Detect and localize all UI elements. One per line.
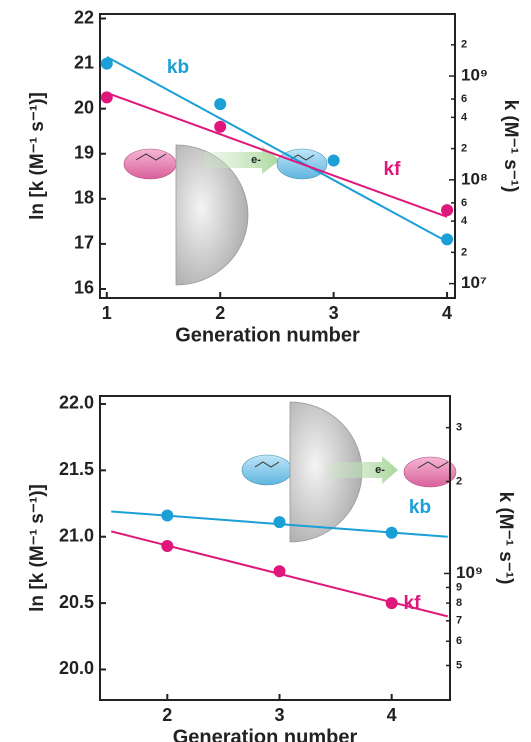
fit-line [106,91,448,218]
y2-tick-label: 10⁹ [456,563,483,582]
x-tick-label: 4 [442,303,452,323]
y-tick-label: 16 [74,278,94,298]
y2-tick-label: 8 [456,597,462,609]
y2-tick-label: 10⁹ [461,66,488,85]
series-label: kf [404,593,422,614]
data-point [327,154,340,167]
y-tick-label: 20.0 [59,658,94,678]
x-axis-label: Generation number [175,324,360,346]
plot-frame [99,13,456,299]
y-tick-label: 22.0 [59,393,94,413]
y-tick-label: 20 [74,97,94,117]
y2-tick-label: 9 [456,581,462,593]
y2-tick-label: 6 [461,197,467,209]
y2-tick-label: 7 [456,615,462,627]
y2-tick-label: 2 [461,39,467,51]
data-point [214,98,227,111]
y2-tick-label: 10⁷ [461,273,487,292]
x-tick-label: 4 [387,705,397,725]
data-point [273,516,286,529]
y-tick-label: 18 [74,188,94,208]
data-point [385,526,398,539]
series-label: kf [384,159,402,180]
plot-frame [99,395,451,701]
y2-tick-label: 5 [456,659,462,671]
inset-illustration [123,144,328,286]
y-axis-label: ln [k (M⁻¹ s⁻¹)] [27,484,48,612]
arrow-label: e- [375,464,385,476]
data-point [214,120,227,133]
y-tick-label: 19 [74,142,94,162]
data-point [441,204,454,217]
y2-tick-label: 3 [456,422,462,434]
y2-tick-label: 10⁸ [461,169,488,188]
y-axis-label: ln [k (M⁻¹ s⁻¹)] [27,92,48,220]
y2-tick-label: 2 [461,246,467,258]
data-point [273,565,286,578]
chart: 1 2 3 416171819202122210⁹64210⁸64210⁷Genera… [27,7,521,346]
series-label: kb [167,57,189,78]
data-point [385,597,398,610]
y2-axis-label: k (M⁻¹ s⁻¹) [495,492,516,585]
data-point [161,509,174,522]
y2-tick-label: 4 [461,111,468,123]
y2-tick-label: 2 [461,142,467,154]
y2-tick-label: 4 [461,215,468,227]
series-label: kb [409,497,431,518]
data-point [100,91,113,104]
x-tick-label: 3 [274,705,284,725]
y-tick-label: 17 [74,233,94,253]
arrow-label: e- [251,154,261,166]
x-tick-label: 2 [162,705,172,725]
fit-line [106,55,448,243]
y-tick-label: 22 [74,7,94,27]
y-tick-label: 21.5 [59,459,94,479]
data-point [100,57,113,70]
y-tick-label: 21.0 [59,525,94,545]
y2-tick-label: 6 [456,635,462,647]
x-axis-label: Generation number [173,726,358,742]
data-point [441,233,454,246]
y2-axis-label: k (M⁻¹ s⁻¹) [500,100,521,193]
y-tick-label: 21 [74,52,94,72]
x-tick-label: 1 [102,303,112,323]
y-tick-label: 20.5 [59,592,94,612]
data-point [161,540,174,553]
y2-tick-label: 2 [456,475,462,487]
y2-tick-label: 6 [461,93,467,105]
inset-illustration [241,401,457,543]
x-tick-label: 3 [329,303,339,323]
x-tick-label: 2 [215,303,225,323]
